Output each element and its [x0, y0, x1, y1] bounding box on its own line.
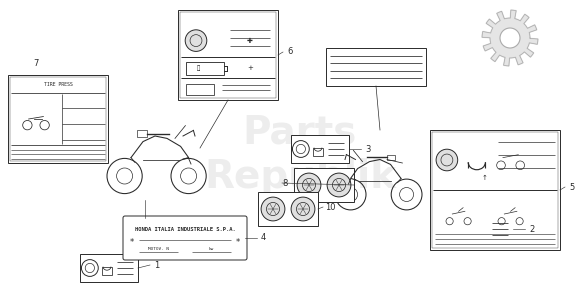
Text: 8: 8: [282, 179, 287, 187]
Text: +: +: [247, 66, 253, 72]
Text: *: *: [130, 238, 134, 247]
Text: 6: 6: [287, 47, 292, 57]
Text: 1: 1: [154, 260, 159, 269]
Bar: [258, 192, 318, 226]
Bar: [430, 130, 560, 250]
Bar: [102, 267, 112, 275]
Text: Parts
Republik: Parts Republik: [204, 114, 396, 196]
Text: ↑: ↑: [482, 175, 488, 181]
Bar: [455, 215, 513, 243]
Bar: [80, 254, 138, 282]
Text: MOTOV. N: MOTOV. N: [148, 247, 169, 251]
Bar: [186, 84, 214, 94]
Text: ✚: ✚: [247, 38, 253, 44]
Bar: [186, 62, 224, 75]
Text: 👥: 👥: [196, 66, 200, 71]
Circle shape: [291, 197, 315, 221]
Text: 2: 2: [529, 224, 534, 234]
Bar: [326, 48, 426, 86]
Text: 4: 4: [261, 234, 266, 243]
Bar: [10, 77, 106, 161]
Circle shape: [185, 30, 207, 51]
Bar: [291, 135, 349, 163]
Text: 5: 5: [569, 182, 574, 192]
Circle shape: [500, 28, 520, 48]
Circle shape: [297, 173, 321, 197]
Circle shape: [327, 173, 351, 197]
Text: TIRE PRESS: TIRE PRESS: [43, 82, 72, 87]
Circle shape: [261, 197, 285, 221]
FancyBboxPatch shape: [123, 216, 247, 260]
Text: HONDA ITALIA INDUSTRIALE S.P.A.: HONDA ITALIA INDUSTRIALE S.P.A.: [135, 227, 236, 232]
Bar: [432, 132, 558, 248]
Text: 10: 10: [325, 203, 335, 212]
Bar: [137, 131, 147, 137]
Bar: [178, 10, 278, 100]
Text: kw: kw: [209, 247, 214, 251]
Text: *: *: [236, 238, 240, 247]
Text: 3: 3: [365, 145, 371, 153]
Bar: [294, 168, 354, 202]
Circle shape: [436, 149, 458, 171]
Bar: [313, 148, 323, 156]
Polygon shape: [482, 10, 538, 66]
Bar: [8, 75, 108, 163]
Bar: [477, 228, 487, 236]
Bar: [180, 12, 276, 98]
Bar: [387, 155, 395, 160]
Text: 7: 7: [33, 60, 38, 69]
